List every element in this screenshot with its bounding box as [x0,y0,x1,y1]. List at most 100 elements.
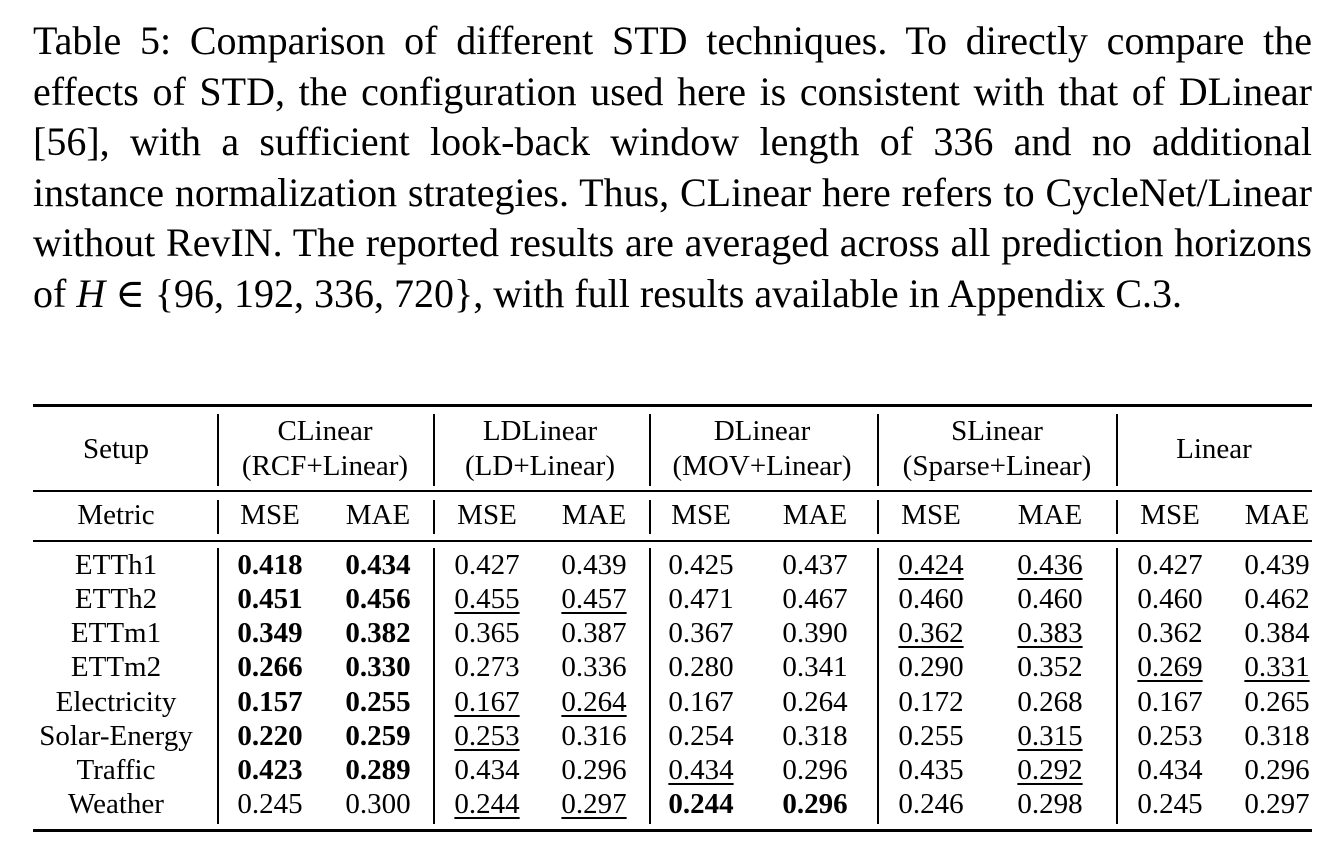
table-cell: 0.390 [782,617,848,649]
table-cell: 0.273 [454,651,520,683]
table-cell: 0.362 [1137,617,1203,649]
table-cell: 0.172 [898,686,964,718]
group-header-sub: (RCF+Linear) [241,450,409,482]
dataset-name: ETTh2 [74,583,158,615]
column-separator [1116,500,1118,534]
table-metric-rule [33,540,1312,542]
table-cell: 0.280 [668,651,734,683]
table-cell: 0.264 [561,686,627,718]
dataset-name: ETTm1 [70,617,162,649]
table-cell: 0.244 [668,788,734,820]
metric-label: MAE [1244,499,1310,531]
column-separator [1116,414,1118,486]
table-cell: 0.418 [237,549,303,581]
table-cell: 0.254 [668,720,734,752]
metric-label: MSE [240,499,300,531]
group-header-name: SLinear [951,415,1043,447]
table-cell: 0.435 [898,754,964,786]
table-caption: Table 5: Comparison of different STD tec… [33,16,1312,319]
table-cell: 0.352 [1017,651,1083,683]
table-cell: 0.427 [1137,549,1203,581]
group-header-name: LDLinear [482,415,598,447]
table-cell: 0.265 [1244,686,1310,718]
metric-label: MAE [1017,499,1083,531]
table-cell: 0.296 [782,754,848,786]
table-cell: 0.296 [561,754,627,786]
table-cell: 0.336 [561,651,627,683]
dataset-name: Weather [68,788,164,820]
metric-header: Metric [77,499,155,531]
table-cell: 0.330 [345,651,411,683]
table-cell: 0.244 [454,788,520,820]
table-cell: 0.167 [668,686,734,718]
column-separator [877,548,879,824]
metric-label: MSE [901,499,961,531]
table-cell: 0.157 [237,686,303,718]
table-cell: 0.297 [561,788,627,820]
column-separator [649,548,651,824]
table-cell: 0.436 [1017,549,1083,581]
table-cell: 0.297 [1244,788,1310,820]
metric-label: MSE [671,499,731,531]
table-cell: 0.460 [1137,583,1203,615]
column-separator [217,548,219,824]
table-cell: 0.382 [345,617,411,649]
caption-text-end: , with full results available in Appendi… [473,270,1183,316]
table-cell: 0.365 [454,617,520,649]
table-cell: 0.245 [1137,788,1203,820]
table-cell: 0.362 [898,617,964,649]
table-cell: 0.255 [898,720,964,752]
column-separator [217,414,219,486]
dataset-name: ETTh1 [74,549,158,581]
table-cell: 0.349 [237,617,303,649]
table-cell: 0.341 [782,651,848,683]
caption-math-set: ∈ {96, 192, 336, 720} [105,270,474,316]
table-cell: 0.457 [561,583,627,615]
dataset-name: Solar-Energy [39,720,193,752]
table-cell: 0.460 [898,583,964,615]
table-cell: 0.434 [454,754,520,786]
dataset-name: Traffic [76,754,156,786]
column-separator [433,500,435,534]
group-header-name: CLinear [277,415,373,447]
table-cell: 0.246 [898,788,964,820]
table-cell: 0.456 [345,583,411,615]
setup-header: Setup [82,433,150,465]
table-cell: 0.318 [1244,720,1310,752]
table-cell: 0.462 [1244,583,1310,615]
table-cell: 0.298 [1017,788,1083,820]
table-cell: 0.264 [782,686,848,718]
table-cell: 0.253 [1137,720,1203,752]
table-cell: 0.253 [454,720,520,752]
table-cell: 0.471 [668,583,734,615]
table-cell: 0.290 [898,651,964,683]
column-separator [1116,548,1118,824]
table-cell: 0.425 [668,549,734,581]
group-header-sub: (Sparse+Linear) [902,450,1092,482]
table-cell: 0.300 [345,788,411,820]
column-separator [217,500,219,534]
table-bottom-rule [33,829,1312,832]
table-cell: 0.167 [454,686,520,718]
table-cell: 0.316 [561,720,627,752]
table-cell: 0.423 [237,754,303,786]
table-cell: 0.460 [1017,583,1083,615]
table-cell: 0.367 [668,617,734,649]
table-cell: 0.268 [1017,686,1083,718]
caption-text: Table 5: Comparison of different STD tec… [33,18,1312,316]
table-cell: 0.167 [1137,686,1203,718]
metric-label: MAE [345,499,411,531]
group-header-name: Linear [1176,433,1252,465]
table-cell: 0.427 [454,549,520,581]
table-cell: 0.315 [1017,720,1083,752]
table-cell: 0.331 [1244,651,1310,683]
table-cell: 0.289 [345,754,411,786]
table-cell: 0.437 [782,549,848,581]
table-cell: 0.384 [1244,617,1310,649]
table-cell: 0.434 [345,549,411,581]
table-cell: 0.220 [237,720,303,752]
table-cell: 0.296 [1244,754,1310,786]
column-separator [649,414,651,486]
table-cell: 0.292 [1017,754,1083,786]
table-cell: 0.266 [237,651,303,683]
